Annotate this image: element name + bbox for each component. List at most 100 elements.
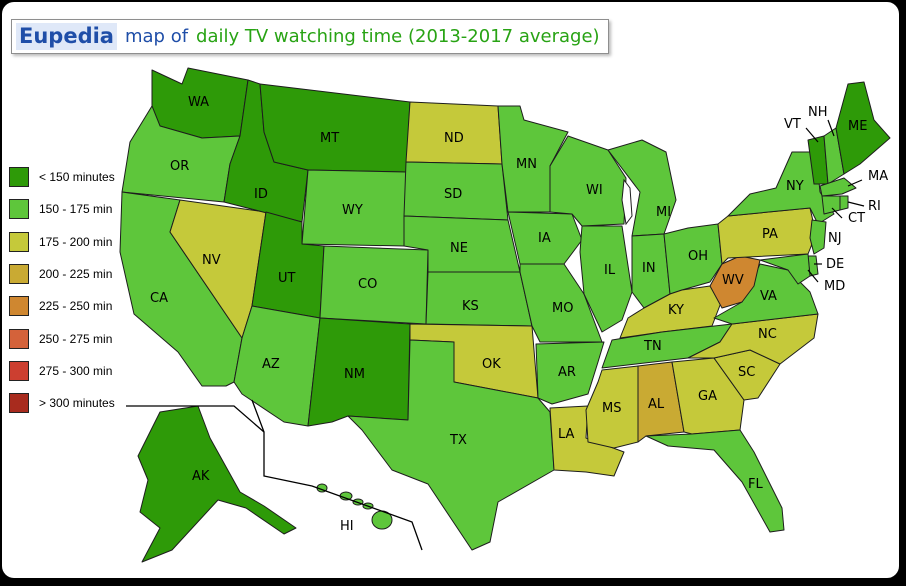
label-GA: GA <box>698 389 717 404</box>
state-CT[interactable] <box>821 195 841 215</box>
legend: < 150 minutes 150 - 175 min 175 - 200 mi… <box>9 161 115 419</box>
legend-label: > 300 minutes <box>39 396 115 411</box>
label-TX: TX <box>449 433 467 448</box>
legend-item: < 150 minutes <box>9 161 115 193</box>
label-KS: KS <box>462 299 479 314</box>
label-MT: MT <box>320 131 339 146</box>
label-NH: NH <box>808 105 828 120</box>
label-WA: WA <box>188 95 209 110</box>
label-AL: AL <box>648 397 665 412</box>
state-FL[interactable] <box>645 429 785 533</box>
leader-ct <box>831 207 843 219</box>
label-NM: NM <box>344 367 365 382</box>
label-ND: ND <box>444 131 464 146</box>
state-KS[interactable] <box>425 271 533 327</box>
label-HI: HI <box>340 519 354 534</box>
label-OK: OK <box>482 357 501 372</box>
legend-item: > 300 minutes <box>9 387 115 419</box>
label-ID: ID <box>254 187 268 202</box>
leader-ri <box>847 201 865 207</box>
label-MO: MO <box>552 301 573 316</box>
legend-swatch <box>9 296 29 317</box>
label-SC: SC <box>738 365 755 380</box>
label-MS: MS <box>602 401 621 416</box>
leader-nh <box>827 119 835 137</box>
legend-item: 200 - 225 min <box>9 258 115 290</box>
legend-swatch <box>9 231 29 252</box>
label-MI: MI <box>656 205 671 220</box>
label-VA: VA <box>760 289 777 304</box>
state-IA[interactable] <box>507 211 583 265</box>
lake-michigan <box>621 178 633 226</box>
label-CA: CA <box>150 291 168 306</box>
map-title: daily TV watching time (2013-2017 averag… <box>196 26 600 47</box>
legend-label: 200 - 225 min <box>39 267 113 282</box>
state-MO[interactable] <box>519 263 603 343</box>
label-IA: IA <box>538 231 551 246</box>
label-WY: WY <box>342 203 363 218</box>
label-IL: IL <box>604 263 616 278</box>
label-MN: MN <box>516 157 537 172</box>
leader-md <box>807 269 819 283</box>
state-HI[interactable] <box>316 483 393 530</box>
label-MD: MD <box>824 279 845 294</box>
label-NE: NE <box>450 241 468 256</box>
label-AZ: AZ <box>262 357 280 372</box>
legend-swatch <box>9 328 29 349</box>
legend-label: 225 - 250 min <box>39 299 113 314</box>
legend-swatch <box>9 167 29 188</box>
legend-item: 225 - 250 min <box>9 290 115 322</box>
us-map: WA OR CA NV ID MT WY UT CO AZ NM ND SD N… <box>119 67 891 563</box>
label-TN: TN <box>643 339 662 354</box>
legend-label: < 150 minutes <box>39 170 115 185</box>
leader-ma <box>847 179 863 187</box>
label-NJ: NJ <box>828 231 842 246</box>
label-AR: AR <box>558 365 576 380</box>
state-NJ[interactable] <box>809 219 827 255</box>
map-frame: Eupedia map of daily TV watching time (2… <box>2 2 899 578</box>
label-OR: OR <box>170 159 189 174</box>
label-FL: FL <box>748 477 763 492</box>
state-TX[interactable] <box>347 339 555 551</box>
state-MD[interactable] <box>759 253 811 285</box>
label-RI: RI <box>868 199 881 214</box>
state-NC[interactable] <box>687 313 819 365</box>
label-NV: NV <box>202 253 221 268</box>
legend-swatch <box>9 360 29 381</box>
brand-logo: Eupedia <box>16 23 117 50</box>
label-NY: NY <box>786 179 804 194</box>
legend-item: 175 - 200 min <box>9 226 115 258</box>
legend-item: 150 - 175 min <box>9 193 115 225</box>
label-OH: OH <box>688 249 708 264</box>
legend-label: 275 - 300 min <box>39 363 113 378</box>
legend-swatch <box>9 264 29 285</box>
state-labels: WA OR CA NV ID MT WY UT CO AZ NM ND SD N… <box>150 95 888 534</box>
label-ME: ME <box>848 119 867 134</box>
legend-item: 250 - 275 min <box>9 322 115 354</box>
state-ME[interactable] <box>835 81 891 175</box>
title-box: Eupedia map of daily TV watching time (2… <box>11 19 609 54</box>
state-AR[interactable] <box>535 341 605 405</box>
legend-swatch <box>9 199 29 220</box>
label-WI: WI <box>586 183 603 198</box>
legend-item: 275 - 300 min <box>9 355 115 387</box>
title-prefix: map of <box>124 26 189 47</box>
label-AK: AK <box>192 469 210 484</box>
state-MA[interactable] <box>819 177 857 197</box>
label-CT: CT <box>848 211 865 226</box>
state-MI[interactable] <box>607 139 677 237</box>
state-WV[interactable] <box>709 255 761 309</box>
legend-label: 150 - 175 min <box>39 202 113 217</box>
state-AK[interactable] <box>137 405 297 563</box>
label-PA: PA <box>762 227 778 242</box>
label-WV: WV <box>722 273 744 288</box>
leader-vt <box>805 127 819 143</box>
state-AL[interactable] <box>637 361 685 443</box>
label-DE: DE <box>826 257 844 272</box>
label-KY: KY <box>668 303 684 318</box>
state-RI[interactable] <box>839 195 849 211</box>
label-UT: UT <box>278 271 296 286</box>
state-IL[interactable] <box>579 225 633 333</box>
state-WI[interactable] <box>549 135 627 227</box>
state-MT[interactable] <box>259 83 411 173</box>
